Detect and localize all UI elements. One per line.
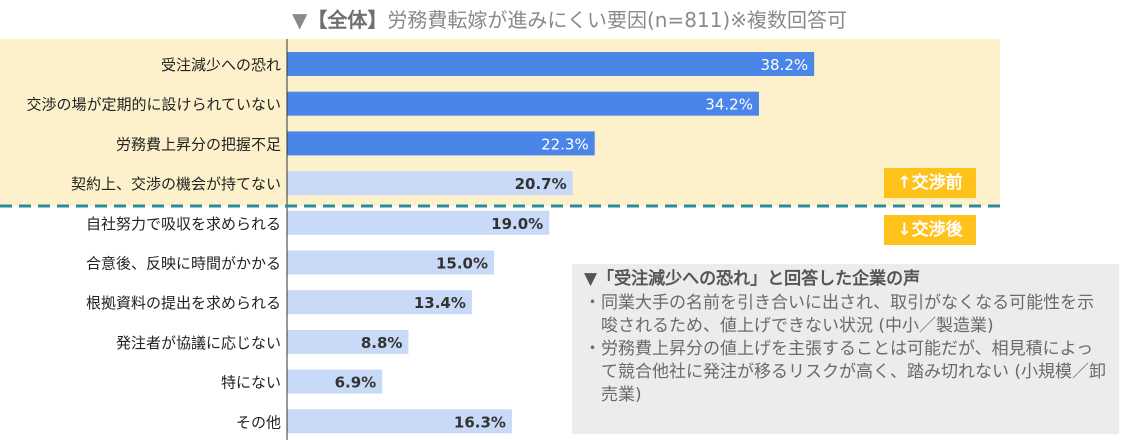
category-label-10: その他 (236, 413, 281, 431)
title-marker: ▼ (292, 8, 308, 32)
bar-10 (287, 409, 512, 434)
bar-6 (287, 250, 494, 275)
value-label-8: 8.8% (361, 334, 403, 352)
voice-box-title: ▼「受注減少への恐れ」と回答した企業の声 (584, 269, 921, 289)
bar-9 (287, 369, 383, 394)
voice-item-1: ・同業大手の名前を引き合いに出され、取引がなくなる可能性を示唆されるため、値上げ… (584, 293, 1095, 336)
bar-1 (287, 52, 815, 76)
bar-2 (287, 91, 759, 116)
bar-4 (287, 171, 573, 196)
bar-3 (287, 131, 595, 156)
after-negotiation-badge: ↓交渉後 (884, 215, 976, 245)
value-label-3: 22.3% (541, 135, 589, 153)
value-label-6: 15.0% (436, 255, 488, 273)
customer-voice-box: ▼「受注減少への恐れ」と回答した企業の声 ・同業大手の名前を引き合いに出され、取… (572, 264, 1119, 434)
value-label-5: 19.0% (491, 215, 543, 233)
voice-item-2: ・労務費上昇分の値上げを主張することは可能だが、相見積によって競合他社に発注が移… (584, 339, 1107, 405)
value-label-9: 6.9% (335, 374, 377, 392)
value-label-7: 13.4% (414, 294, 466, 312)
category-label-8: 発注者が協議に応じない (116, 334, 281, 352)
category-label-6: 合意後、反映に時間がかかる (86, 255, 281, 273)
bar-8 (287, 329, 409, 354)
category-label-1: 受注減少への恐れ (161, 56, 281, 74)
value-label-4: 20.7% (515, 175, 567, 193)
chart-title: ▼【全体】労務費転嫁が進みにくい要因(n=811)※複数回答可 (0, 4, 1139, 33)
category-label-2: 交渉の場が定期的に設けられていない (26, 96, 281, 114)
category-label-5: 自社努力で吸収を求められる (86, 215, 281, 233)
bar-7 (287, 290, 472, 315)
before-negotiation-badge: ↑交渉前 (884, 168, 976, 198)
category-label-9: 特にない (221, 374, 281, 392)
value-label-2: 34.2% (705, 96, 753, 114)
category-label-7: 根拠資料の提出を求められる (86, 294, 281, 312)
title-rest: 労務費転嫁が進みにくい要因(n=811)※複数回答可 (387, 8, 847, 32)
value-label-1: 38.2% (761, 56, 809, 74)
category-label-4: 契約上、交渉の機会が持てない (71, 175, 281, 193)
title-bold: 【全体】 (307, 8, 388, 32)
category-label-3: 労務費上昇分の把握不足 (116, 135, 281, 153)
value-label-10: 16.3% (454, 413, 506, 431)
bar-5 (287, 210, 550, 235)
